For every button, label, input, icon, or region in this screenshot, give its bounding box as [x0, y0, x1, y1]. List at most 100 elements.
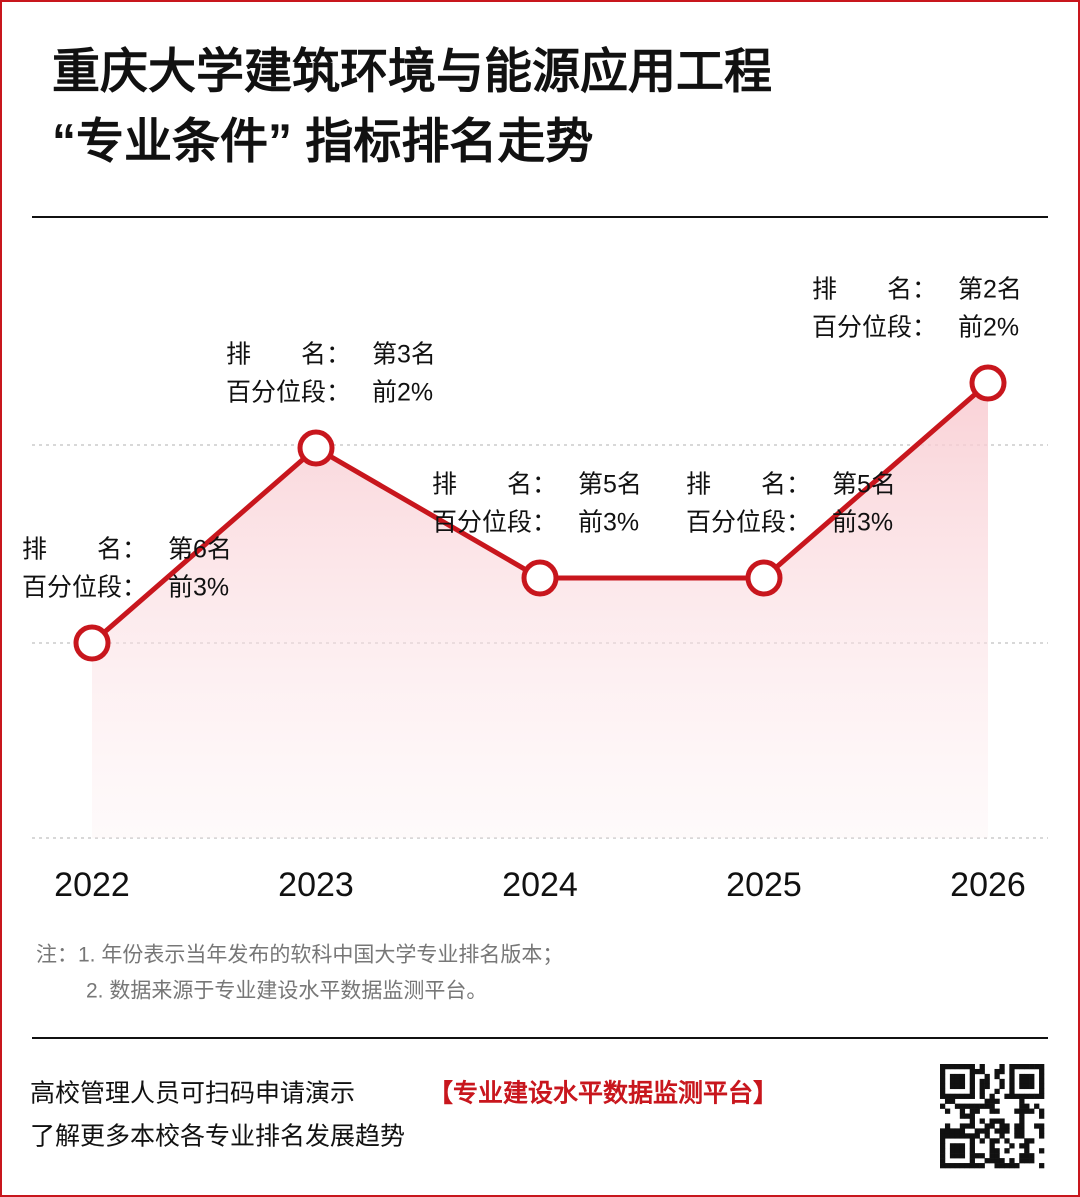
qr-cell — [1019, 1083, 1025, 1090]
qr-cell — [994, 1128, 1000, 1134]
qr-cell — [969, 1073, 975, 1080]
qr-cell — [989, 1138, 995, 1144]
qr-cell — [1004, 1093, 1010, 1099]
qr-cell — [984, 1103, 990, 1109]
qr-cell — [1004, 1163, 1010, 1169]
footer-highlight: 【专业建设水平数据监测平台】 — [428, 1079, 778, 1108]
qr-cell — [969, 1064, 975, 1070]
qr-cell — [1019, 1143, 1025, 1149]
qr-cell — [979, 1078, 985, 1085]
qr-cell — [999, 1128, 1005, 1134]
qr-cell — [969, 1078, 975, 1085]
qr-cell — [959, 1128, 966, 1134]
qr-cell — [944, 1064, 951, 1070]
qr-cell — [969, 1163, 975, 1169]
qr-cell — [1009, 1143, 1015, 1149]
qr-cell — [959, 1143, 966, 1149]
qr-cell — [1019, 1073, 1025, 1080]
qr-cell — [1014, 1123, 1020, 1129]
qr-cell — [974, 1163, 980, 1169]
qr-cell — [949, 1064, 956, 1070]
qr-cell — [969, 1133, 975, 1139]
percentile-label: 百分位段： — [432, 509, 557, 537]
qr-cell — [1004, 1128, 1010, 1134]
qr-cell — [974, 1128, 980, 1134]
point — [745, 559, 783, 597]
qr-cell — [974, 1133, 980, 1139]
qr-cell — [949, 1083, 956, 1090]
qr-cell — [969, 1108, 975, 1114]
qr-cell — [954, 1073, 961, 1080]
qr-cell — [1024, 1078, 1030, 1085]
qr-cell — [949, 1133, 956, 1139]
x-tick-label: 2022 — [54, 866, 130, 904]
qr-cell — [1014, 1108, 1020, 1114]
qr-cell — [959, 1148, 966, 1154]
qr-cell — [974, 1068, 980, 1075]
qr-cell — [940, 1088, 946, 1095]
rank-label: 排 名： — [432, 471, 557, 499]
percentile-value: 前2% — [372, 379, 433, 407]
qr-cell — [959, 1078, 966, 1085]
qr-cell — [984, 1098, 990, 1104]
rank-label: 排 名： — [226, 341, 351, 369]
qr-cell — [1009, 1158, 1015, 1164]
qr-cell — [1039, 1123, 1045, 1129]
qr-cell — [959, 1123, 966, 1129]
qr-cell — [954, 1128, 961, 1134]
qr-cell — [944, 1133, 951, 1139]
qr-cell — [1014, 1093, 1020, 1099]
qr-cell — [979, 1088, 985, 1095]
qr-cell — [989, 1123, 995, 1129]
qr-cell — [1024, 1138, 1030, 1144]
qr-cell — [954, 1148, 961, 1154]
qr-cell — [954, 1133, 961, 1139]
qr-cell — [1009, 1064, 1015, 1070]
qr-cell — [984, 1073, 990, 1080]
qr-cell — [1024, 1153, 1030, 1159]
qr-cell — [1019, 1128, 1025, 1134]
qr-cell — [994, 1153, 1000, 1159]
qr-cell — [994, 1088, 1000, 1095]
qr-cell — [1024, 1064, 1030, 1070]
qr-cell — [999, 1123, 1005, 1129]
qr-cell — [949, 1163, 956, 1169]
note-2: 2. 数据来源于专业建设水平数据监测平台。 — [86, 980, 487, 1003]
qr-cell — [1014, 1128, 1020, 1134]
qr-cell — [1029, 1073, 1035, 1080]
qr-cell — [984, 1083, 990, 1090]
qr-cell — [959, 1108, 966, 1114]
qr-cell — [969, 1148, 975, 1154]
qr-cell — [949, 1098, 956, 1104]
qr-cell — [1024, 1148, 1030, 1154]
qr-cell — [1039, 1093, 1045, 1099]
qr-cell — [1009, 1073, 1015, 1080]
rank-value: 第3名 — [372, 341, 436, 369]
qr-cell — [1039, 1113, 1045, 1119]
qr-cell — [954, 1163, 961, 1169]
qr-cell — [969, 1118, 975, 1124]
qr-cell — [1024, 1083, 1030, 1090]
qr-cell — [969, 1123, 975, 1129]
qr-cell — [1019, 1118, 1025, 1124]
qr-cell — [989, 1148, 995, 1154]
qr-cell — [1019, 1098, 1025, 1104]
qr-cell — [954, 1103, 961, 1109]
percentile-value: 前3% — [578, 509, 639, 537]
qr-cell — [1029, 1158, 1035, 1164]
x-tick-label: 2024 — [502, 866, 578, 904]
qr-cell — [940, 1078, 946, 1085]
qr-cell — [984, 1133, 990, 1139]
qr-cell — [944, 1128, 951, 1134]
qr-cell — [964, 1123, 971, 1129]
qr-cell — [994, 1108, 1000, 1114]
qr-cell — [964, 1133, 971, 1139]
qr-cell — [999, 1068, 1005, 1075]
qr-cell — [994, 1098, 1000, 1104]
qr-cell — [959, 1093, 966, 1099]
qr-cell — [1019, 1153, 1025, 1159]
qr-cell — [1039, 1073, 1045, 1080]
qr-cell — [1039, 1108, 1045, 1114]
point — [297, 429, 335, 467]
qr-cell — [1004, 1148, 1010, 1154]
